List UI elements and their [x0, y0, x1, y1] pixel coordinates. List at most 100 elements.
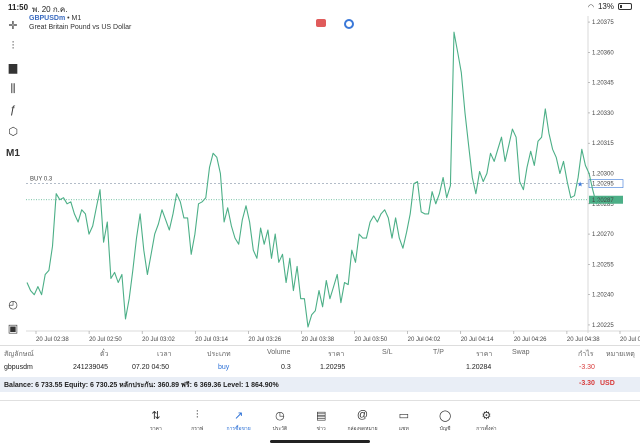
y-tick-label: 1.20375 — [592, 20, 614, 26]
nav-item-chat[interactable]: ▭ แชท — [384, 409, 424, 433]
col-ticket: ตั๋ว — [100, 351, 109, 358]
balance-profit: -3.30 — [579, 380, 595, 387]
positions-table-header: สัญลักษณ์ ตั๋ว เวลา ประเภท Volume ราคา S… — [0, 345, 640, 358]
status-indicators: ◠ 13% — [588, 2, 632, 11]
row-profit: -3.30 — [579, 364, 595, 371]
status-date: พ. 20 ก.ค. — [32, 5, 68, 14]
balance-currency: USD — [600, 380, 615, 387]
col-price: ราคา — [476, 351, 493, 358]
balance-text: Balance: 6 733.55 Equity: 6 730.25 หลักป… — [4, 382, 279, 389]
symbol-name: GBPUSDm — [29, 15, 66, 22]
shapes-icon[interactable]: ⬡ — [8, 125, 18, 138]
y-tick-label: 1.20360 — [592, 50, 614, 56]
row-type: buy — [218, 364, 230, 371]
sell-icon[interactable] — [316, 19, 326, 27]
timeframe-button[interactable]: M1 — [6, 147, 20, 159]
x-tick-label: 20 Jul 04:14 — [461, 337, 494, 343]
y-tick-label: 1.20255 — [592, 262, 614, 268]
chat-icon: ▭ — [398, 410, 409, 422]
symbol-description: Great Britain Pound vs US Dollar — [29, 24, 132, 31]
balance-summary: Balance: 6 733.55 Equity: 6 730.25 หลักป… — [0, 377, 640, 392]
nav-item-chart[interactable]: ⫶ กราฟ — [177, 409, 217, 433]
quotes-icon: ⇅ — [151, 410, 161, 422]
chart-toolbar: ✛ ⫶ ▆ ⫼ ƒ ⬡ M1 ◴ ▣ — [0, 14, 26, 344]
y-tick-label: 1.20285 — [592, 202, 614, 208]
chart-title: GBPUSDm • M1 — [29, 15, 81, 22]
buy-icon[interactable] — [344, 19, 354, 29]
col-comment: หมายเหตุ — [606, 351, 635, 358]
nav-label: การตั้งค่า — [476, 426, 497, 432]
current-price-label: 1.20287 — [592, 198, 614, 204]
order-marker-icon: ★ — [577, 181, 583, 189]
nav-item-history[interactable]: ◷ ประวัติ — [260, 409, 300, 433]
status-time: 11:50 — [8, 3, 29, 12]
col-profit: กำไร — [578, 351, 594, 358]
battery-icon — [618, 3, 632, 10]
chart-settings-icon[interactable]: ◴ — [8, 298, 18, 311]
order-price-label: 1.20295 — [592, 182, 614, 188]
table-row[interactable]: gbpusdm 241239045 07.20 04:50 buy 0.3 1.… — [0, 361, 640, 375]
row-volume: 0.3 — [281, 364, 291, 371]
x-tick-label: 20 Jul 02:50 — [89, 337, 122, 343]
news-icon: ▤ — [315, 410, 327, 422]
wifi-icon: ◠ — [587, 3, 594, 11]
nav-label: ข่าว — [316, 426, 326, 432]
nav-label: กล่องจดหมาย — [347, 426, 378, 432]
nav-item-news[interactable]: ▤ ข่าว — [301, 409, 341, 433]
crosshair-icon[interactable]: ✛ — [8, 19, 18, 32]
col-sl: S/L — [382, 349, 393, 356]
nav-label: บัญชี — [439, 426, 451, 432]
status-bar: 11:50 พ. 20 ก.ค. ◠ 13% — [0, 0, 640, 14]
col-time: เวลา — [157, 351, 172, 358]
y-tick-label: 1.20315 — [592, 141, 614, 147]
nav-label: ประวัติ — [272, 426, 288, 432]
col-open-price: ราคา — [328, 351, 345, 358]
timeframe-label: • M1 — [65, 15, 82, 22]
trade-icon: ↗ — [233, 410, 244, 422]
current-price-box — [589, 195, 623, 204]
home-indicator[interactable] — [270, 440, 370, 443]
price-chart[interactable]: 1.20375 1.20360 1.20345 1.20330 1.20315 1.203… — [0, 0, 640, 345]
history-icon: ◷ — [275, 410, 285, 422]
settings-icon: ⚙ — [481, 410, 492, 422]
order-price-box — [588, 179, 624, 188]
nav-item-settings[interactable]: ⚙ การตั้งค่า — [466, 409, 506, 433]
nav-item-mailbox[interactable]: @ กล่องจดหมาย — [343, 409, 383, 433]
nav-item-quotes[interactable]: ⇅ ราคา — [136, 409, 176, 433]
x-tick-label: 20 Jul 03:14 — [195, 337, 228, 343]
x-tick-label: 20 Jul 03:26 — [248, 337, 281, 343]
col-volume: Volume — [267, 349, 291, 356]
nav-label: การซื้อขาย — [226, 426, 251, 432]
indicators-icon[interactable]: ▆ — [8, 61, 18, 74]
mailbox-icon: @ — [356, 409, 369, 421]
col-symbol: สัญลักษณ์ — [4, 351, 34, 358]
row-open-price: 1.20295 — [320, 364, 346, 371]
x-tick-label: 20 Jul 03:38 — [301, 337, 334, 343]
function-icon[interactable]: ƒ — [9, 104, 17, 116]
x-tick-label: 20 Jul 04:50 — [620, 337, 640, 343]
nav-label: ราคา — [150, 426, 162, 432]
y-tick-label: 1.20345 — [592, 81, 614, 87]
y-tick-label: 1.20240 — [592, 293, 614, 299]
col-swap: Swap — [512, 349, 530, 356]
trade-panel-icon[interactable]: ▣ — [7, 322, 19, 335]
nav-item-trade[interactable]: ↗ การซื้อขาย — [219, 409, 259, 433]
row-ticket: 241239045 — [73, 364, 109, 371]
y-tick-label: 1.20225 — [592, 323, 614, 329]
x-tick-label: 20 Jul 03:02 — [142, 337, 175, 343]
account-icon: ◯ — [438, 410, 452, 422]
nav-item-account[interactable]: ◯ บัญชี — [425, 409, 465, 433]
x-tick-label: 20 Jul 04:02 — [408, 337, 441, 343]
sliders-icon[interactable]: ⫼ — [10, 82, 16, 95]
col-tp: T/P — [433, 349, 444, 356]
col-type: ประเภท — [207, 351, 231, 358]
chart-icon: ⫶ — [195, 409, 199, 421]
y-tick-label: 1.20270 — [592, 232, 614, 238]
price-series-line — [26, 31, 601, 328]
y-tick-label: 1.20300 — [592, 172, 614, 178]
x-tick-label: 20 Jul 03:50 — [355, 337, 388, 343]
x-tick-label: 20 Jul 04:26 — [514, 337, 547, 343]
candlestick-icon[interactable]: ⫶ — [11, 39, 15, 52]
bottom-navigation: ⇅ ราคา ⫶ กราฟ ↗ การซื้อขาย ◷ ประวัติ ▤ ข่าว @ กล่อง… — [0, 400, 640, 447]
